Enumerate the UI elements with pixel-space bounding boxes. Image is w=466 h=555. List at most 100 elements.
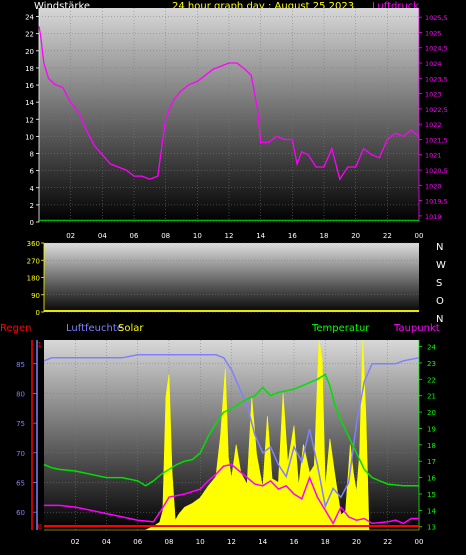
luftdruck-tick-label: 1023,5	[425, 75, 448, 83]
luftdruck-tick-label: 1019	[425, 213, 442, 221]
regen-tick-label: 1	[38, 341, 42, 349]
time-tick-label: 04	[102, 538, 111, 546]
windrichtung-tick-label: 360	[27, 240, 40, 248]
temperatur-tick-label: 17	[427, 458, 436, 466]
temperatur-label: Temperatur	[311, 323, 370, 334]
luftfeuchte-axis: 60 65 70 75 80 85	[16, 361, 37, 517]
chart-title: 24 hour graph day : August 25 2023	[172, 1, 354, 12]
temperatur-tick-label: 20	[427, 409, 436, 417]
luftfeuchte-tick-label: 65	[16, 480, 25, 488]
compass-labels: N W S O N	[436, 242, 446, 325]
time-tick-label: 10	[193, 232, 202, 240]
compass-w: W	[436, 260, 446, 271]
time-tick-label: 12	[227, 538, 236, 546]
luftfeuchte-series	[43, 354, 420, 509]
windrichtung-tick-label: 90	[31, 292, 40, 300]
time-tick-label: 08	[161, 232, 170, 240]
windrichtung-tick-label: 270	[27, 257, 40, 265]
temperatur-tick-label: 23	[427, 360, 436, 368]
luftdruck-axis: 1019 1019,5 1020 1020,5 1021 1021,5 1022 1022,5…	[418, 8, 448, 222]
luftfeuchte-label: Luftfeuchte	[66, 323, 123, 334]
time-tick-label: 00	[415, 232, 424, 240]
temperatur-series	[43, 373, 419, 487]
time-tick-label: 06	[130, 232, 139, 240]
time-tick-label: 12	[225, 232, 234, 240]
windstaerke-tick-label: 4	[30, 185, 35, 193]
time-tick-label: 22	[383, 538, 392, 546]
luftdruck-tick-label: 1024,5	[425, 45, 448, 53]
time-tick-label: 18	[320, 232, 329, 240]
windrichtung-tick-label: 0	[36, 309, 40, 317]
time-tick-label: 02	[66, 232, 75, 240]
taupunkt-label: Taupunkt	[393, 323, 440, 334]
time-axis-bottom: 02 04 06 08 10 12 14 16 18 20 22 00	[71, 538, 424, 546]
windstaerke-tick-label: 10	[25, 133, 34, 141]
taupunkt-series	[44, 463, 419, 525]
time-tick-label: 20	[351, 232, 360, 240]
windstaerke-tick-label: 8	[30, 151, 34, 159]
temperatur-tick-label: 22	[427, 376, 436, 384]
temperatur-tick-label: 13	[427, 524, 436, 532]
luftdruck-tick-label: 1020	[425, 182, 442, 190]
compass-n-top: N	[436, 242, 443, 253]
windrichtung-axis: 0 90 180 270 360	[27, 240, 45, 317]
panel-wind-pressure	[39, 8, 419, 222]
luftdruck-tick-label: 1019,5	[425, 198, 448, 206]
temperatur-tick-label: 16	[427, 475, 436, 483]
luftdruck-tick-label: 1025	[425, 29, 442, 37]
windstaerke-tick-label: 24	[25, 14, 34, 22]
temperatur-tick-label: 21	[427, 393, 436, 401]
panel-wind-pressure-grid	[39, 8, 420, 223]
luftdruck-tick-label: 1021	[425, 152, 442, 160]
luftfeuchte-tick-label: 80	[16, 390, 25, 398]
luftdruck-tick-label: 1024	[425, 60, 442, 68]
windstaerke-tick-label: 6	[30, 168, 35, 176]
windstaerke-tick-label: 14	[25, 99, 34, 107]
windstaerke-tick-label: 20	[25, 48, 34, 56]
luftdruck-tick-label: 1025,5	[425, 14, 448, 22]
luftdruck-tick-label: 1023	[425, 91, 442, 99]
time-tick-label: 16	[288, 232, 297, 240]
luftdruck-tick-label: 1022,5	[425, 106, 448, 114]
time-tick-label: 06	[133, 538, 142, 546]
temperatur-tick-label: 14	[427, 507, 436, 515]
solar-label: Solar	[118, 323, 144, 334]
windstaerke-label: Windstärke	[34, 1, 90, 12]
temperatur-axis: 13 14 15 16 17 18 19 20 21 22 23 24	[418, 340, 436, 532]
luftfeuchte-tick-label: 85	[16, 361, 25, 369]
regen-tick-label: 0	[38, 523, 42, 531]
time-tick-label: 22	[383, 232, 392, 240]
time-tick-label: 04	[98, 232, 107, 240]
time-tick-label: 14	[258, 538, 267, 546]
regen-label: Regen	[0, 323, 32, 334]
time-tick-label: 02	[71, 538, 80, 546]
compass-s: S	[436, 278, 442, 289]
time-tick-label: 08	[165, 538, 174, 546]
windstaerke-tick-label: 12	[25, 116, 34, 124]
luftfeuchte-tick-label: 70	[16, 450, 25, 458]
time-tick-label: 00	[415, 538, 424, 546]
time-tick-label: 10	[196, 538, 205, 546]
luftdruck-tick-label: 1021,5	[425, 136, 448, 144]
windrichtung-tick-label: 180	[27, 275, 40, 283]
time-axis-top: 02 04 06 08 10 12 14 16 18 20 22 00	[66, 232, 423, 240]
regen-axis: 01	[38, 341, 42, 531]
windstaerke-tick-label: 2	[30, 202, 34, 210]
windstaerke-tick-label: 16	[25, 82, 34, 90]
windstaerke-tick-label: 0	[30, 219, 34, 227]
time-tick-label: 18	[321, 538, 330, 546]
temperatur-tick-label: 15	[427, 491, 436, 499]
windstaerke-tick-label: 22	[25, 31, 34, 39]
time-tick-label: 20	[352, 538, 361, 546]
time-tick-label: 16	[290, 538, 299, 546]
luftdruck-series	[38, 26, 420, 181]
luftdruck-label: Luftdruck	[372, 1, 419, 12]
time-tick-label: 14	[256, 232, 265, 240]
temperatur-tick-label: 18	[427, 442, 436, 450]
luftdruck-tick-label: 1022	[425, 121, 442, 129]
windstaerke-tick-label: 18	[25, 65, 34, 73]
luftdruck-tick-label: 1020,5	[425, 167, 448, 175]
temperatur-tick-label: 24	[427, 344, 436, 352]
